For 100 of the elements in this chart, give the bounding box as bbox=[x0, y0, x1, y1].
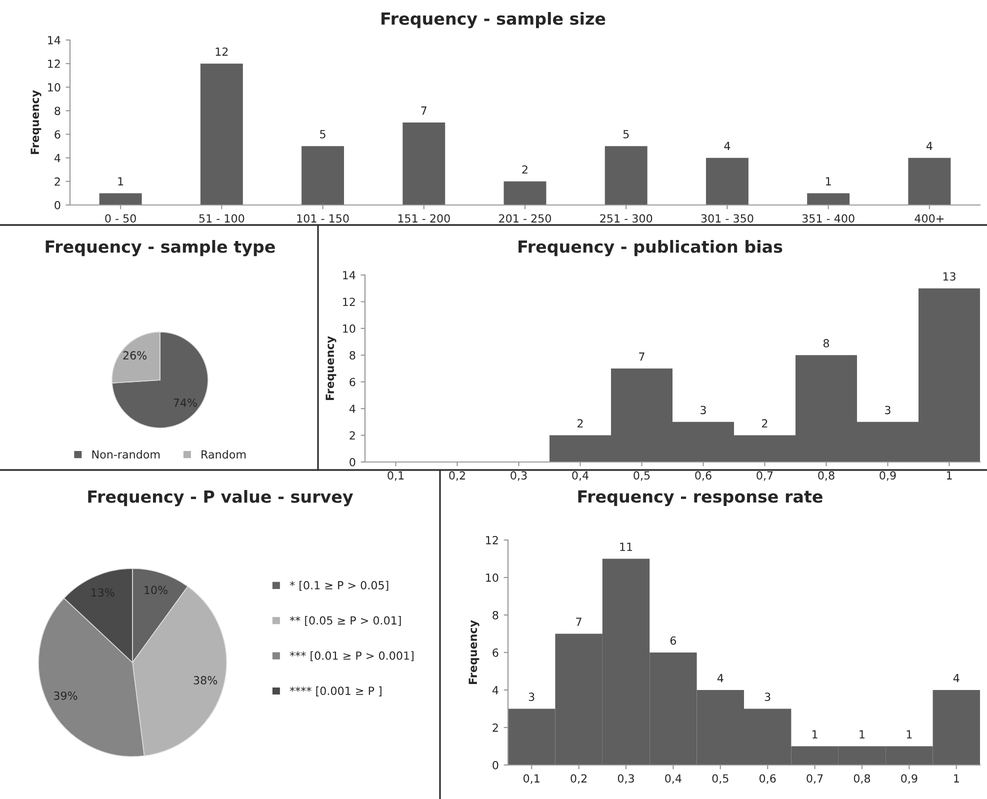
x-tick-label: 0 - 50 bbox=[105, 214, 136, 223]
y-axis-title: Frequency bbox=[326, 336, 336, 400]
data-label: 4 bbox=[717, 674, 724, 682]
y-tick-label: 4 bbox=[349, 404, 356, 413]
y-tick-label: 6 bbox=[492, 648, 498, 657]
x-tick-label: 0,9 bbox=[901, 774, 918, 784]
data-label: 4 bbox=[926, 142, 932, 150]
y-tick-label: 12 bbox=[48, 60, 60, 68]
legend-label: * [0.1 ≥ P > 0.05] bbox=[290, 580, 388, 591]
x-tick-label: 0,2 bbox=[570, 774, 587, 784]
x-tick-label: 251 - 300 bbox=[600, 214, 652, 223]
x-tick-label: 0,1 bbox=[524, 774, 540, 784]
data-label: 1 bbox=[826, 177, 831, 186]
bar bbox=[200, 64, 243, 205]
chart-title: Frequency - publication bias bbox=[518, 240, 782, 256]
y-tick-label: 10 bbox=[48, 83, 60, 92]
x-tick-label: 0,4 bbox=[665, 774, 682, 784]
legend-label: ** [0.05 ≥ P > 0.01] bbox=[290, 616, 401, 626]
data-label: 26% bbox=[123, 351, 147, 360]
x-tick-label: 101 - 150 bbox=[297, 214, 349, 223]
y-tick-label: 14 bbox=[48, 36, 60, 44]
data-label: 2 bbox=[578, 419, 583, 428]
y-tick-label: 4 bbox=[54, 154, 60, 162]
data-label: 1 bbox=[860, 730, 865, 738]
y-axis-title: Frequency bbox=[30, 90, 42, 154]
legend-label: *** [0.01 ≥ P > 0.001] bbox=[290, 651, 414, 662]
bar bbox=[604, 146, 648, 205]
y-tick-label: 8 bbox=[350, 351, 356, 360]
data-label: 7 bbox=[576, 618, 582, 626]
data-label: 6 bbox=[670, 636, 676, 645]
x-tick-label: 0,5 bbox=[634, 471, 650, 481]
x-tick-label: 151 - 200 bbox=[398, 214, 450, 223]
data-label: 2 bbox=[522, 165, 528, 174]
bar bbox=[504, 181, 546, 205]
data-label: 10% bbox=[144, 586, 168, 594]
data-label: 1 bbox=[906, 730, 912, 738]
chart-title: Frequency - response rate bbox=[578, 490, 822, 506]
x-tick-label: 0,5 bbox=[712, 774, 728, 784]
legend-label: **** [0.001 ≥ P ] bbox=[290, 686, 382, 696]
data-label: 2 bbox=[762, 419, 768, 428]
y-tick-label: 12 bbox=[486, 536, 498, 544]
data-label: 3 bbox=[885, 406, 890, 414]
y-tick-label: 14 bbox=[343, 271, 356, 280]
y-tick-label: 6 bbox=[54, 130, 60, 139]
bar bbox=[99, 193, 142, 205]
data-label: 7 bbox=[639, 352, 644, 361]
pie-slice bbox=[112, 332, 208, 428]
x-tick-label: 201 - 250 bbox=[499, 214, 552, 223]
x-tick-label: 351 - 400 bbox=[802, 214, 854, 223]
data-label: 3 bbox=[764, 692, 770, 702]
y-tick-label: 0 bbox=[54, 200, 60, 210]
x-tick-label: 400+ bbox=[914, 214, 944, 223]
y-tick-label: 12 bbox=[343, 298, 355, 306]
y-tick-label: 6 bbox=[350, 378, 356, 386]
x-tick-label: 0,2 bbox=[449, 471, 465, 481]
bar bbox=[807, 193, 850, 205]
bar bbox=[706, 158, 748, 205]
data-label: 12 bbox=[216, 47, 228, 56]
bar bbox=[402, 122, 446, 205]
y-tick-label: 0 bbox=[492, 760, 498, 770]
data-label: 13 bbox=[943, 272, 956, 281]
y-tick-label: 10 bbox=[486, 573, 498, 582]
x-tick-label: 0,6 bbox=[760, 774, 776, 784]
data-label: 5 bbox=[623, 130, 629, 138]
chart-title: Frequency - sample type bbox=[46, 240, 275, 256]
bar bbox=[908, 158, 951, 205]
x-tick-label: 0,3 bbox=[510, 471, 527, 481]
chart-title: Frequency - sample size bbox=[382, 12, 606, 28]
y-tick-label: 8 bbox=[492, 610, 498, 620]
y-tick-label: 4 bbox=[492, 686, 498, 694]
x-tick-label: 51 - 100 bbox=[199, 214, 244, 223]
data-label: 74% bbox=[174, 398, 197, 407]
x-tick-label: 1 bbox=[954, 774, 959, 782]
data-label: 3 bbox=[528, 692, 534, 702]
y-tick-label: 8 bbox=[54, 106, 60, 116]
data-label: 38% bbox=[194, 676, 218, 684]
data-label: 4 bbox=[724, 142, 730, 150]
legend-label: Random bbox=[202, 450, 246, 459]
y-axis-title: Frequency bbox=[468, 620, 480, 684]
y-tick-label: 2 bbox=[492, 723, 498, 732]
x-tick-label: 0,8 bbox=[818, 471, 834, 481]
x-tick-label: 301 - 350 bbox=[701, 214, 754, 223]
x-tick-label: 1 bbox=[946, 471, 952, 480]
x-tick-label: 0,4 bbox=[572, 471, 588, 481]
legend-label: Non-random bbox=[92, 450, 160, 459]
x-tick-label: 0,7 bbox=[806, 774, 823, 784]
data-label: 4 bbox=[953, 674, 960, 682]
y-tick-label: 10 bbox=[343, 324, 356, 333]
data-label: 3 bbox=[700, 406, 706, 414]
x-tick-label: 0,9 bbox=[880, 471, 896, 481]
data-label: 39% bbox=[54, 691, 78, 700]
data-label: 5 bbox=[320, 130, 326, 138]
x-tick-label: 0,3 bbox=[618, 774, 634, 784]
y-tick-label: 2 bbox=[350, 431, 355, 440]
data-label: 1 bbox=[812, 730, 818, 738]
data-label: 8 bbox=[823, 339, 830, 348]
data-label: 1 bbox=[118, 177, 124, 186]
bar bbox=[302, 146, 344, 205]
x-tick-label: 0,8 bbox=[854, 774, 870, 784]
x-tick-label: 0,6 bbox=[695, 471, 712, 481]
